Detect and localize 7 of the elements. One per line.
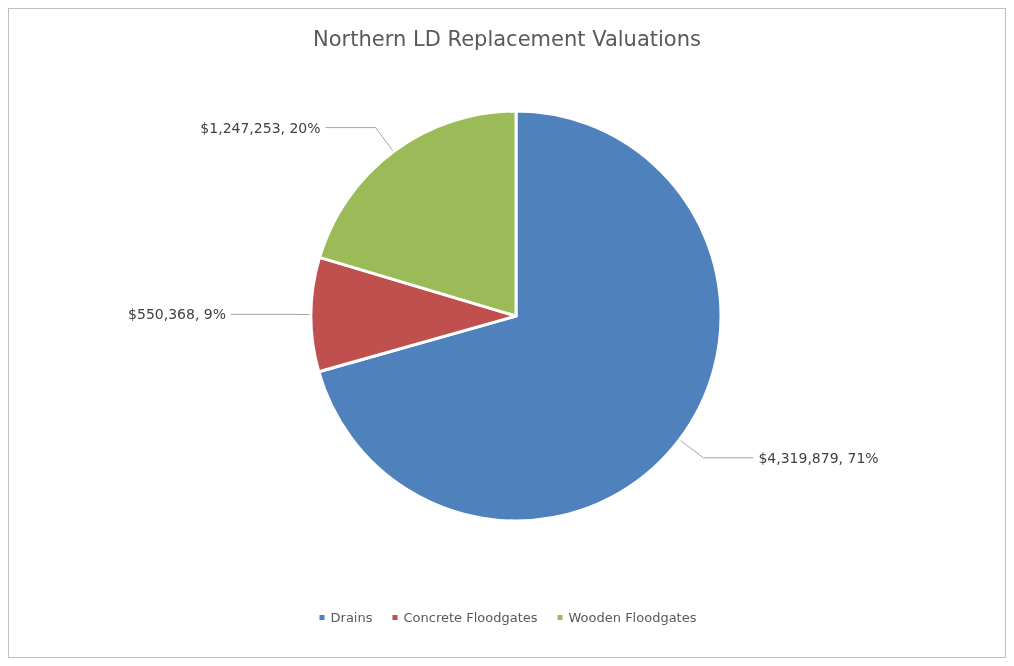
data-label: $4,319,879, 71% — [758, 449, 879, 466]
chart-title: Northern LD Replacement Valuations — [313, 26, 701, 51]
data-label: $550,368, 9% — [128, 306, 227, 323]
legend-label: Concrete Floodgates — [403, 610, 538, 625]
data-label: $1,247,253, 20% — [200, 119, 321, 136]
legend-label: Drains — [330, 610, 373, 625]
legend-label: Wooden Floodgates — [568, 610, 697, 625]
